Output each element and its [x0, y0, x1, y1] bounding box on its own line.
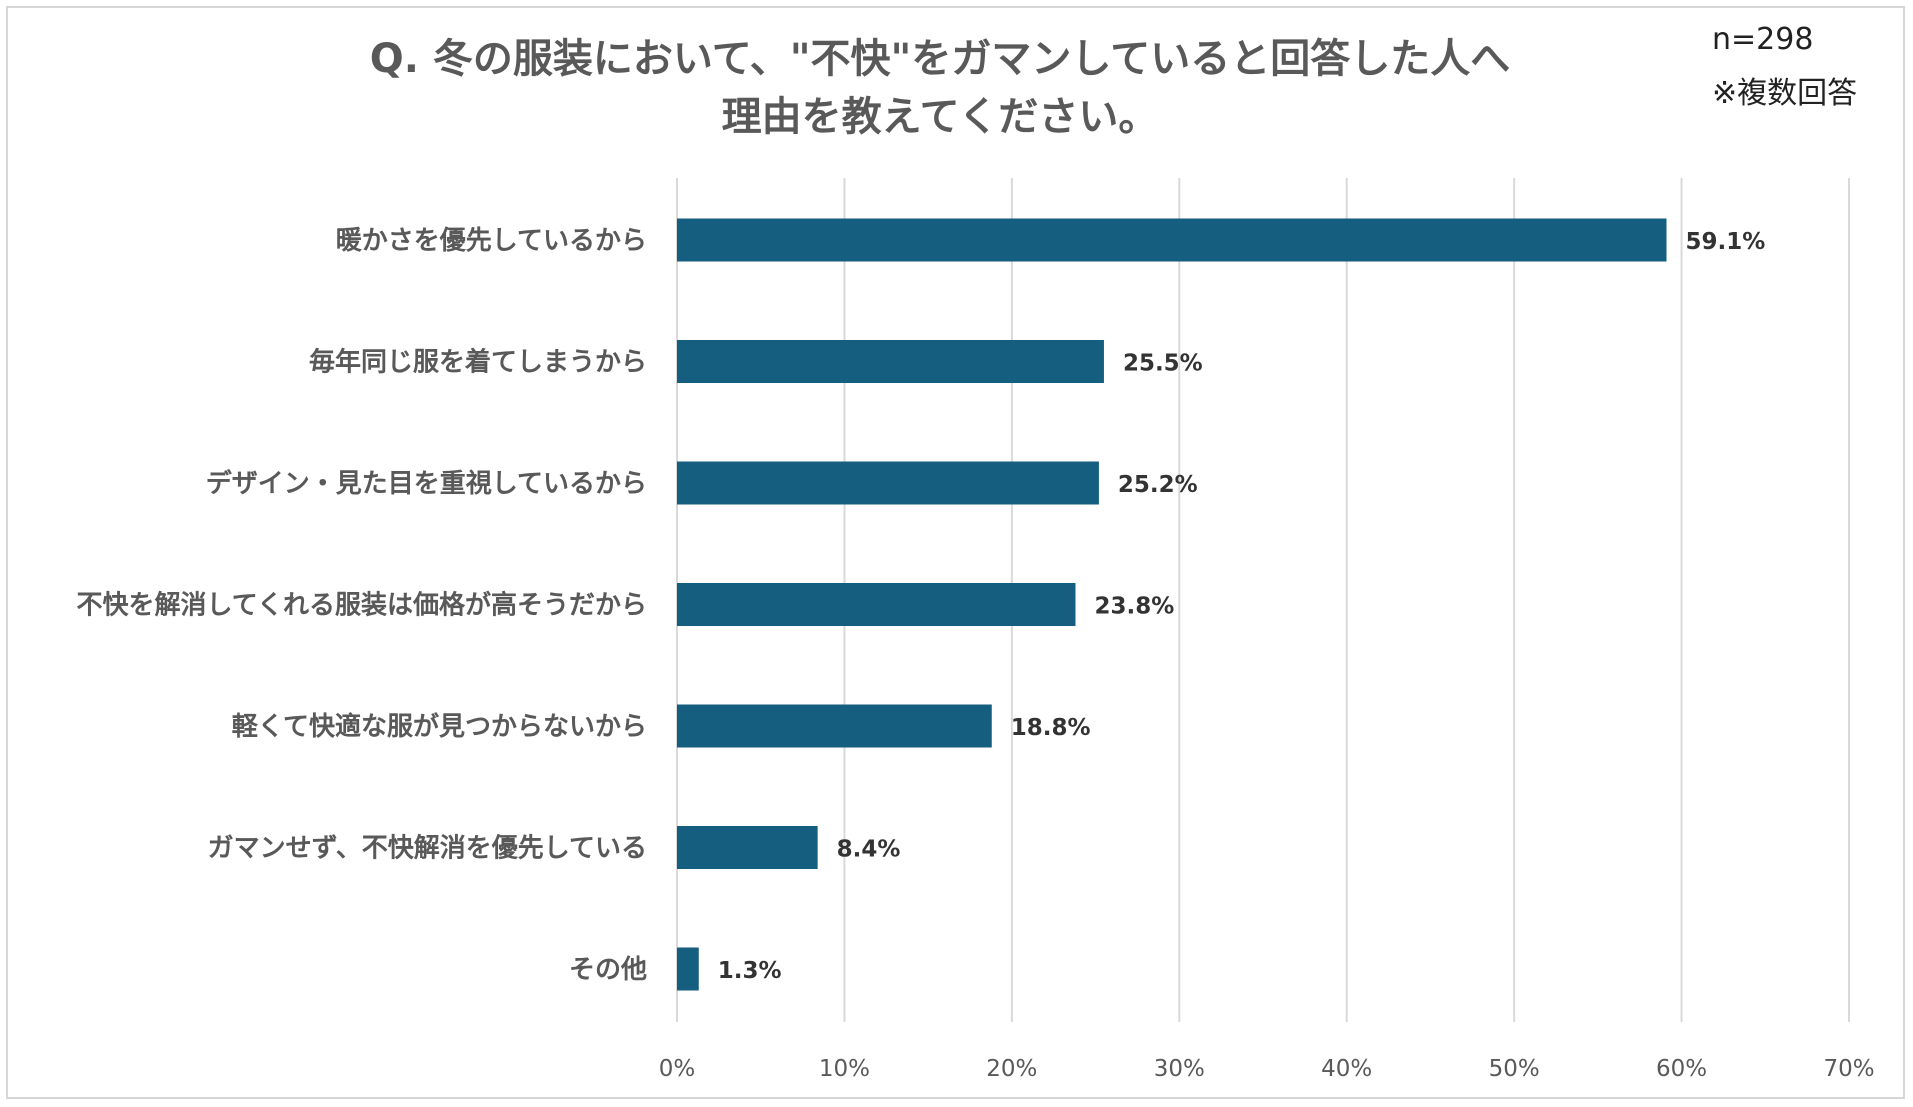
x-tick-label-20: 20%: [986, 1056, 1037, 1082]
chart-frame: [6, 6, 1905, 1099]
bar-1: [677, 340, 1104, 383]
x-tick-label-10: 10%: [819, 1056, 870, 1082]
multiple-answer-note: ※複数回答: [1712, 76, 1858, 111]
value-label-3: 23.8%: [1094, 594, 1174, 620]
x-tick-label-50: 50%: [1489, 1056, 1540, 1082]
value-label-5: 8.4%: [837, 837, 901, 863]
value-label-6: 1.3%: [718, 958, 782, 984]
x-tick-label-60: 60%: [1656, 1056, 1707, 1082]
gridlines: [676, 178, 1850, 1022]
x-tick-label-70: 70%: [1823, 1056, 1874, 1082]
category-label-1: 毎年同じ服を着てしまうから: [309, 347, 647, 378]
category-label-5: ガマンせず、不快解消を優先している: [208, 834, 647, 864]
labels: 0% 10% 20% 30% 40% 50% 60% 70% 暖かさを優先しているから 59.1%…: [77, 226, 1875, 1082]
value-label-0: 59.1%: [1686, 229, 1766, 255]
value-label-2: 25.2%: [1118, 472, 1198, 498]
x-tick-label-40: 40%: [1321, 1056, 1372, 1082]
value-label-1: 25.5%: [1123, 351, 1203, 377]
bar-6: [677, 947, 699, 991]
category-label-3: 不快を解消してくれる服装は価格が高そうだから: [77, 590, 647, 621]
value-label-4: 18.8%: [1011, 715, 1091, 741]
sample-size-note: n=298: [1712, 22, 1814, 57]
chart-title-line-2: 理由を教えてください。: [721, 94, 1159, 140]
bar-0: [677, 218, 1667, 262]
x-tick-label-0: 0%: [659, 1056, 696, 1082]
bar-2: [677, 461, 1099, 505]
bars: [677, 218, 1667, 991]
bar-5: [677, 826, 818, 869]
category-label-2: デザイン・見た目を重視しているから: [206, 468, 647, 499]
category-label-0: 暖かさを優先しているから: [336, 226, 647, 256]
chart-title-line-1: Q. 冬の服装において、"不快"をガマンしていると回答した人へ: [369, 36, 1511, 82]
x-tick-label-30: 30%: [1154, 1056, 1205, 1082]
category-label-6: その他: [569, 955, 647, 985]
category-label-4: 軽くて快適な服が見つからないから: [232, 711, 647, 742]
bar-4: [677, 704, 992, 748]
bar-3: [677, 583, 1076, 626]
